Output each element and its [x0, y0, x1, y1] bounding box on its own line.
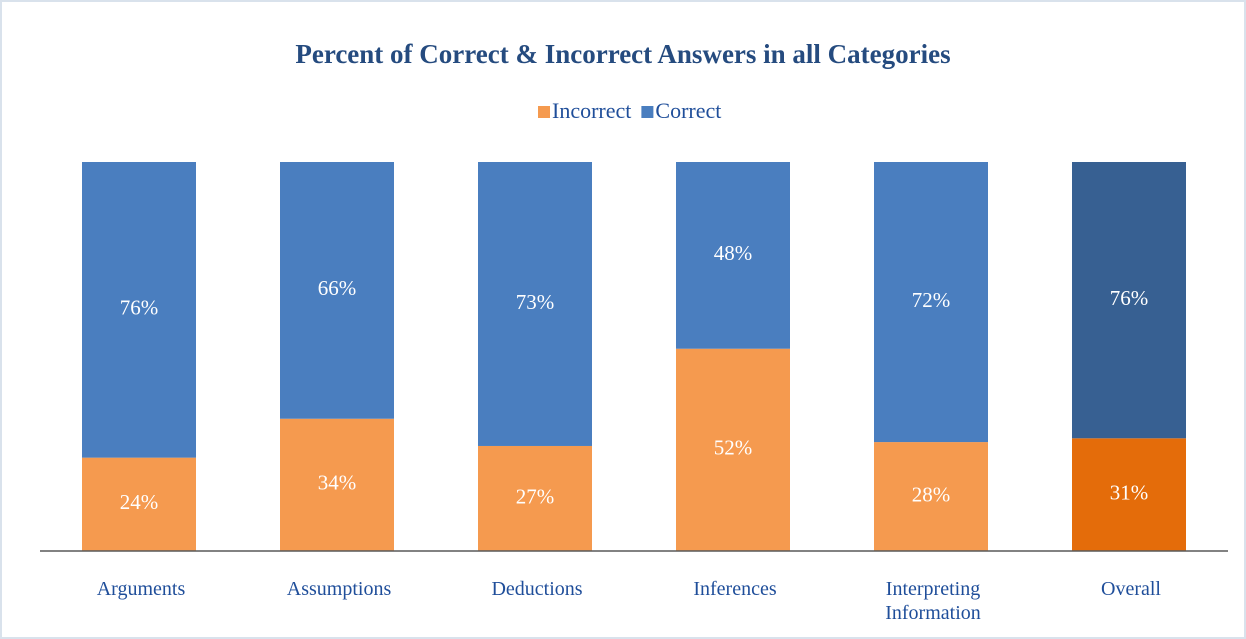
- bar-segment: [478, 162, 592, 446]
- x-tick-label: Deductions: [491, 578, 583, 600]
- bar-segment: [874, 162, 988, 443]
- bar-segment: [874, 442, 988, 551]
- data-label: 34%: [318, 471, 357, 495]
- x-tick-label: Assumptions: [286, 578, 392, 600]
- data-label: 66%: [318, 276, 357, 300]
- data-label: 27%: [516, 484, 555, 508]
- data-label: 76%: [120, 296, 159, 320]
- data-label: 73%: [516, 290, 555, 314]
- legend-label: Correct: [655, 98, 721, 123]
- chart-title: Percent of Correct & Incorrect Answers i…: [295, 39, 950, 69]
- bar-segment: [280, 418, 394, 551]
- bar-segment: [82, 457, 196, 551]
- data-label: 48%: [714, 241, 753, 265]
- bar-segment: [1072, 438, 1186, 551]
- legend-swatch: [641, 106, 654, 118]
- x-tick-label: Interpreting Information: [885, 578, 981, 624]
- legend-label: Incorrect: [552, 98, 631, 123]
- data-label: 28%: [912, 482, 951, 506]
- data-label: 31%: [1110, 480, 1149, 504]
- data-label: 24%: [120, 490, 159, 514]
- bar-segment: [478, 445, 592, 551]
- bar-segment: [280, 162, 394, 419]
- bar-segment: [676, 162, 790, 349]
- data-label: 52%: [714, 436, 753, 460]
- x-tick-label: Overall: [1101, 578, 1161, 600]
- data-label: 72%: [912, 288, 951, 312]
- bar-segment: [82, 162, 196, 458]
- x-tick-label: Inferences: [693, 578, 777, 600]
- data-label: 76%: [1110, 286, 1149, 310]
- bar-segment: [1072, 162, 1186, 439]
- x-tick-label: Arguments: [96, 578, 186, 600]
- legend-swatch: [538, 106, 550, 118]
- bar-segment: [676, 348, 790, 551]
